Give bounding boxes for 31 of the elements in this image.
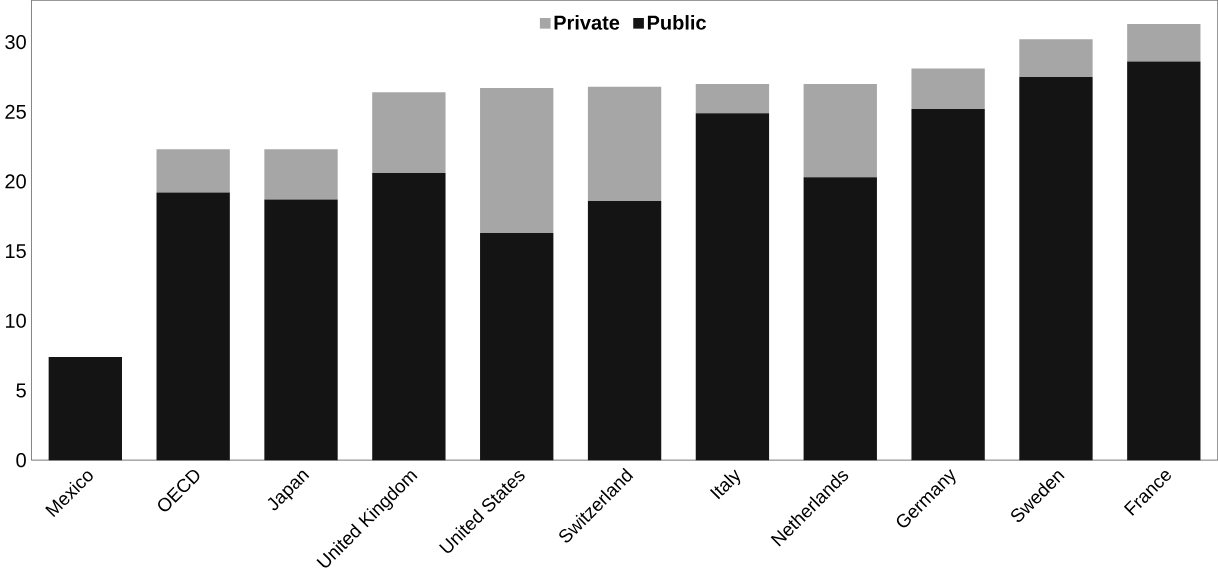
- bar: [911, 68, 985, 109]
- bar: [48, 356, 122, 461]
- bar: [480, 232, 554, 461]
- y-tick-label: 10: [5, 313, 26, 328]
- y-tick-label: 20: [5, 174, 26, 189]
- y-tick-label: 30: [5, 34, 26, 50]
- bar: [587, 200, 662, 461]
- bar: [264, 199, 338, 461]
- bar: [587, 86, 662, 201]
- y-tick-label: 0: [16, 452, 26, 468]
- y-tick-label: 15: [5, 244, 26, 258]
- bar: [1127, 23, 1201, 62]
- bar: [695, 83, 770, 114]
- bar: [803, 83, 877, 178]
- y-tick-label: 25: [5, 104, 26, 119]
- x-tick-label: Italy: [709, 469, 741, 500]
- y-tick-label: 5: [16, 383, 26, 398]
- bar: [803, 177, 877, 461]
- bar: [372, 172, 446, 461]
- bar: [156, 149, 230, 193]
- bar: [695, 113, 770, 461]
- bar: [911, 108, 985, 461]
- legend-label: Public: [647, 14, 706, 30]
- bar: [264, 149, 338, 200]
- bar: [372, 92, 446, 173]
- bar: [156, 192, 230, 461]
- bar: [480, 87, 554, 233]
- bar: [1019, 76, 1093, 461]
- legend-label: Private: [554, 14, 620, 30]
- bar: [1127, 61, 1201, 461]
- bar: [1019, 39, 1093, 77]
